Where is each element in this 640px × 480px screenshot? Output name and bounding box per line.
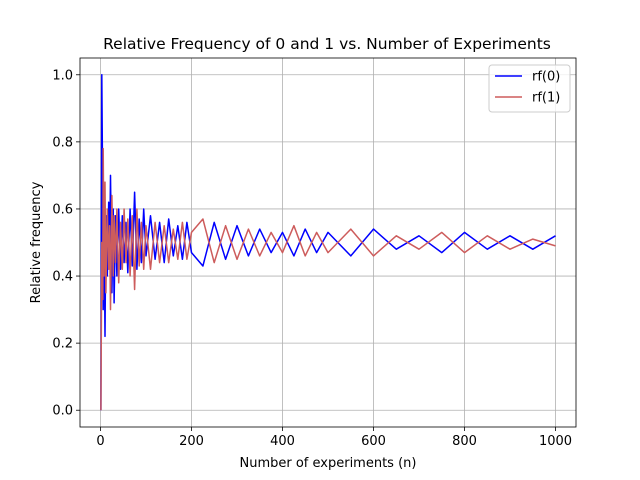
plot-frame bbox=[79, 57, 577, 428]
x-tick-label: 600 bbox=[361, 434, 386, 449]
grid bbox=[80, 58, 576, 427]
x-axis-title: Number of experiments (n) bbox=[240, 456, 417, 471]
y-tick-label: 0.0 bbox=[52, 404, 73, 419]
x-tick-label: 800 bbox=[452, 434, 477, 449]
x-tick-label: 1000 bbox=[539, 434, 572, 449]
y-tick-label: 0.2 bbox=[52, 337, 73, 352]
legend: rf(0) rf(1) bbox=[488, 64, 571, 113]
x-tick-label: 0 bbox=[96, 434, 104, 449]
series-line bbox=[100, 147, 556, 411]
series-rf1 bbox=[100, 147, 556, 411]
series-rf0 bbox=[100, 74, 556, 411]
legend-label-rf0: rf(0) bbox=[532, 70, 560, 85]
y-tick-label: 0.4 bbox=[52, 270, 73, 285]
legend-label-rf1: rf(1) bbox=[532, 91, 560, 106]
x-tick-label: 400 bbox=[270, 434, 295, 449]
x-tick-label: 200 bbox=[179, 434, 204, 449]
y-axis: 0.0 0.2 0.4 0.6 0.8 1.0 bbox=[52, 68, 80, 419]
y-tick-label: 0.6 bbox=[52, 202, 73, 217]
y-tick-label: 1.0 bbox=[52, 68, 73, 83]
y-tick-label: 0.8 bbox=[52, 135, 73, 150]
series-layer bbox=[100, 74, 556, 411]
y-axis-title: Relative frequency bbox=[29, 181, 44, 303]
x-axis: 0 200 400 600 800 1000 bbox=[96, 427, 572, 449]
series-line bbox=[100, 74, 556, 411]
chart-title: Relative Frequency of 0 and 1 vs. Number… bbox=[103, 35, 551, 53]
